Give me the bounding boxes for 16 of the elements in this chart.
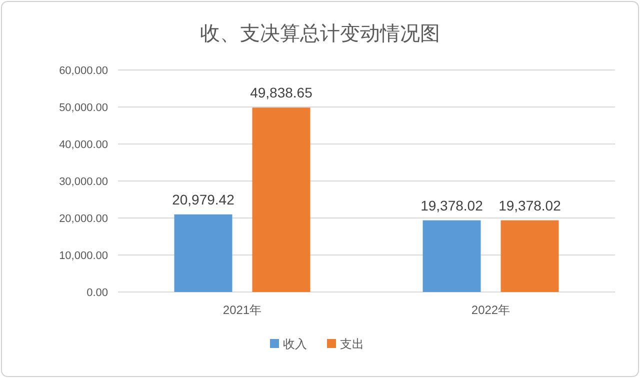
y-tick-label: 10,000.00: [59, 250, 108, 262]
data-label: 19,378.02: [420, 197, 484, 214]
data-label: 19,378.02: [498, 197, 562, 214]
legend-label: 收入: [283, 337, 307, 351]
data-label: 49,838.65: [250, 84, 313, 101]
y-tick-label: 30,000.00: [59, 176, 108, 188]
x-tick-label: 2021年: [222, 303, 262, 317]
data-label: 20,979.42: [172, 191, 235, 208]
title: 收、支决算总计变动情况图: [200, 23, 440, 45]
y-tick-label: 40,000.00: [59, 139, 108, 151]
y-tick-label: 0.00: [86, 287, 108, 299]
y-tick-label: 60,000.00: [59, 65, 108, 77]
y-tick-label: 20,000.00: [59, 213, 108, 225]
y-tick-label: 50,000.00: [59, 102, 108, 114]
legend-label: 支出: [340, 337, 364, 351]
x-tick-label: 2022年: [471, 303, 510, 317]
